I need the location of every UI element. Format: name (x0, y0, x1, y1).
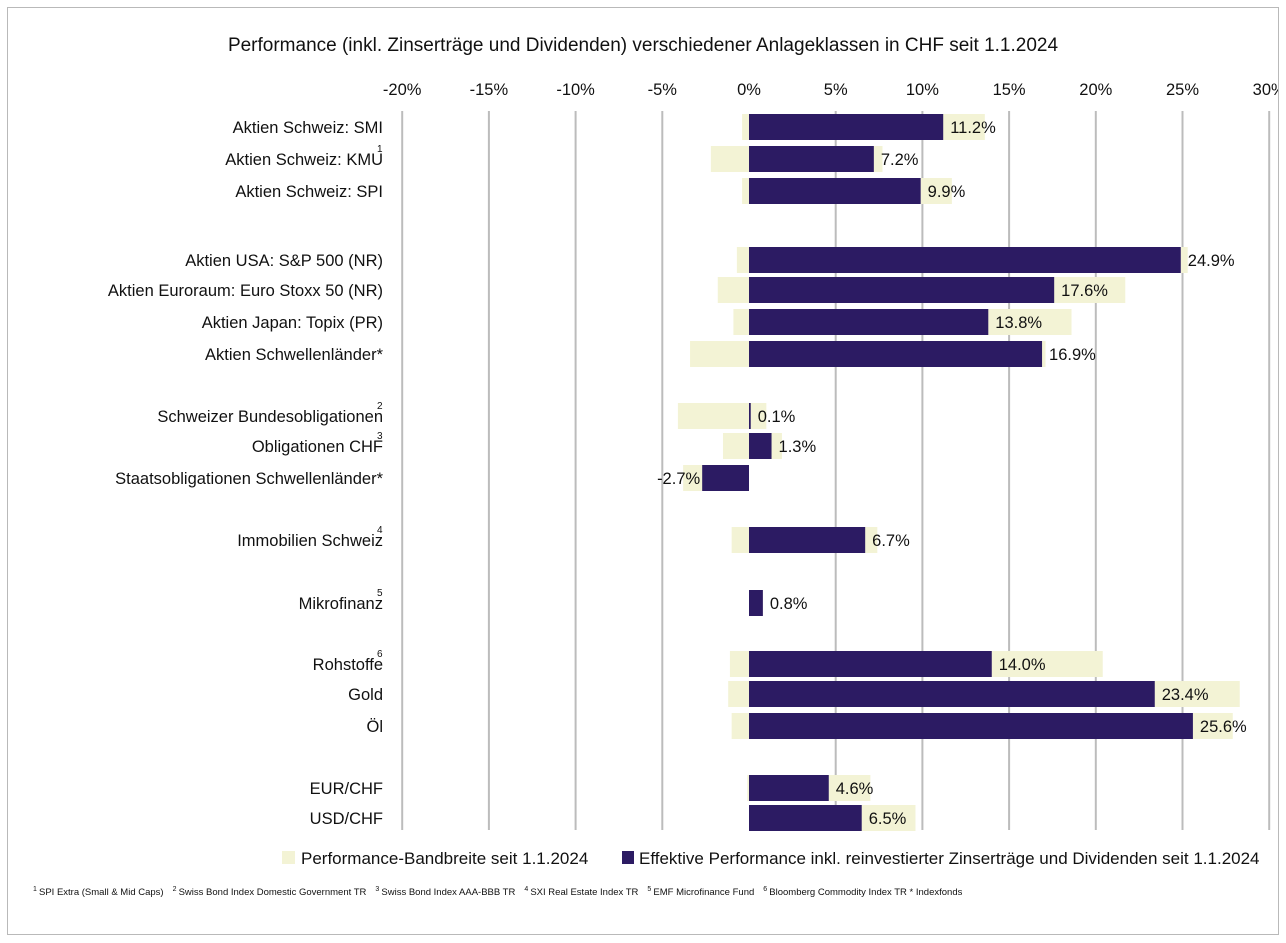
x-tick-label: 5% (824, 81, 848, 99)
value-bar (749, 433, 772, 459)
value-bar (749, 805, 862, 831)
category-label: Gold (348, 686, 383, 704)
category-label: Aktien Schwellenländer* (205, 346, 384, 364)
value-bar (749, 309, 989, 335)
category-label: Aktien Japan: Topix (PR) (202, 314, 383, 332)
data-label: 0.8% (770, 595, 808, 613)
data-label: 1.3% (779, 438, 817, 456)
data-label: 16.9% (1049, 346, 1096, 364)
x-tick-labels: -20% -15% -10% -5% 0% 5% 10% 15% 20% 25% 30% (383, 81, 1278, 99)
data-label: 4.6% (836, 780, 874, 798)
legend-label-effective: Effektive Performance inkl. reinvestiert… (639, 849, 1260, 868)
data-label: 14.0% (999, 656, 1046, 674)
category-label: Aktien USA: S&P 500 (NR) (185, 252, 383, 270)
legend-label-range: Performance-Bandbreite seit 1.1.2024 (301, 849, 588, 868)
x-tick-label: -20% (383, 81, 422, 99)
data-label: 11.2% (950, 119, 996, 137)
grid (401, 111, 1271, 830)
value-bar (702, 465, 749, 491)
value-bar (749, 651, 992, 677)
data-label: 9.9% (928, 183, 966, 201)
legend-swatch-effective (622, 851, 634, 864)
footnote-text: EMF Microfinance Fund (653, 887, 754, 898)
data-label: 13.8% (995, 314, 1042, 332)
footnote-marker: 3 (377, 431, 383, 442)
value-bar (749, 146, 874, 172)
legend-swatch-range (282, 851, 295, 864)
value-bar (749, 247, 1181, 273)
data-label: 7.2% (881, 151, 919, 169)
x-tick-label: 0% (737, 81, 761, 99)
category-label: Staatsobligationen Schwellenländer* (115, 470, 383, 488)
value-bar (749, 713, 1193, 739)
footnote-marker: 1 (33, 886, 37, 893)
footnote-marker: 6 (763, 886, 767, 893)
footnote-text: Swiss Bond Index AAA-BBB TR (381, 887, 515, 898)
data-labels: 11.2% 7.2% 9.9% 24.9% 17.6% 13.8% 16.9% 0.1% 1.3… (657, 119, 1247, 828)
legend: Performance-Bandbreite seit 1.1.2024 Effe… (282, 849, 1260, 868)
value-bar (749, 775, 829, 801)
data-label: 25.6% (1200, 718, 1247, 736)
data-label: 17.6% (1061, 282, 1108, 300)
footnote-marker: 4 (524, 886, 528, 893)
value-bar (749, 114, 944, 140)
value-bar (749, 341, 1043, 367)
value-bar (749, 681, 1155, 707)
footnote-text: Bloomberg Commodity Index TR * Indexfond… (769, 887, 962, 898)
category-label: Aktien Schweiz: SMI (233, 119, 383, 137)
footnote-text: Swiss Bond Index Domestic Government TR (179, 887, 367, 898)
footnote-marker: 2 (377, 401, 383, 412)
x-tick-label: 20% (1079, 81, 1112, 99)
category-label: Schweizer Bundesobligationen (157, 408, 383, 426)
data-label: -2.7% (657, 470, 700, 488)
footnote-marker: 1 (377, 144, 383, 155)
x-tick-label: 10% (906, 81, 939, 99)
footnote-marker: 5 (647, 886, 651, 893)
category-label: Obligationen CHF (252, 438, 383, 456)
x-tick-label: 25% (1166, 81, 1199, 99)
value-bar (749, 527, 866, 553)
value-bar (749, 277, 1055, 303)
footnote-marker: 4 (377, 525, 383, 536)
chart-title: Performance (inkl. Zinserträge und Divid… (228, 35, 1059, 56)
performance-chart: Performance (inkl. Zinserträge und Divid… (33, 35, 1278, 898)
data-label: 6.5% (869, 810, 907, 828)
category-label: Rohstoffe (313, 656, 383, 674)
data-label: 23.4% (1162, 686, 1209, 704)
footnote-text: SXI Real Estate Index TR (530, 887, 638, 898)
range-bar (677, 403, 767, 429)
data-label: 0.1% (758, 408, 796, 426)
footnote-marker: 2 (173, 886, 177, 893)
value-bars (702, 114, 1193, 831)
category-label: Aktien Schweiz: SPI (235, 183, 383, 201)
x-tick-label: -5% (648, 81, 678, 99)
footnotes: 1 SPI Extra (Small & Mid Caps) 2 Swiss Bond… (33, 886, 963, 898)
category-label: Aktien Schweiz: KMU (225, 151, 383, 169)
x-tick-label: 15% (993, 81, 1026, 99)
value-bar (749, 178, 921, 204)
value-bar (749, 590, 763, 616)
footnote-marker: 6 (377, 649, 383, 660)
data-label: 6.7% (872, 532, 910, 550)
category-label: USD/CHF (310, 810, 383, 828)
x-tick-label: 30% (1253, 81, 1278, 99)
category-label: Aktien Euroraum: Euro Stoxx 50 (NR) (108, 282, 383, 300)
category-label: EUR/CHF (310, 780, 383, 798)
category-label: Mikrofinanz (299, 595, 383, 613)
chart-frame: Performance (inkl. Zinserträge und Divid… (7, 7, 1279, 935)
x-tick-label: -15% (470, 81, 509, 99)
category-label: Immobilien Schweiz (237, 532, 383, 550)
category-label: Öl (367, 718, 384, 736)
value-bar (749, 403, 751, 429)
footnote-marker: 3 (375, 886, 379, 893)
x-tick-label: -10% (556, 81, 595, 99)
footnote-text: SPI Extra (Small & Mid Caps) (39, 887, 164, 898)
data-label: 24.9% (1188, 252, 1235, 270)
footnote-marker: 5 (377, 588, 383, 599)
